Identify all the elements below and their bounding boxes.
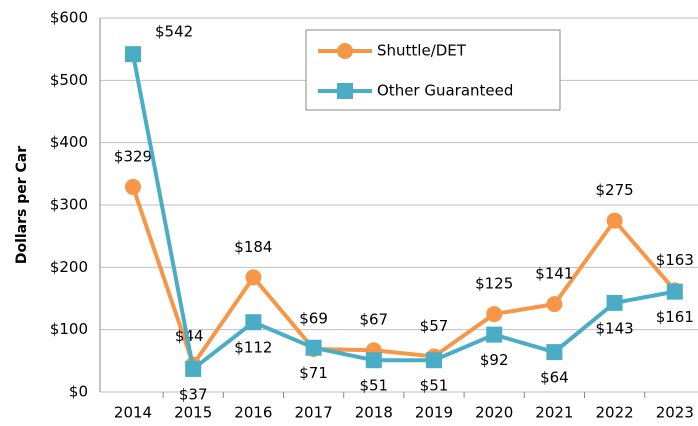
value-label: $57 xyxy=(420,317,449,335)
marker xyxy=(185,360,202,377)
y-tick-label: $500 xyxy=(50,71,88,89)
series-line xyxy=(131,53,676,373)
value-label: $275 xyxy=(596,181,634,199)
value-label: $141 xyxy=(535,265,573,283)
value-label: $69 xyxy=(299,309,328,327)
legend-label: Shuttle/DET xyxy=(377,42,467,60)
legend-marker xyxy=(337,83,353,99)
marker xyxy=(666,283,683,300)
value-label: $112 xyxy=(234,339,272,357)
value-label: $161 xyxy=(656,308,694,326)
marker xyxy=(245,314,262,331)
marker xyxy=(305,339,322,356)
y-tick-label: $100 xyxy=(50,320,88,338)
legend-marker xyxy=(337,43,353,59)
x-tick-label: 2014 xyxy=(114,404,152,422)
marker xyxy=(546,296,563,313)
value-label: $125 xyxy=(475,275,513,293)
value-label: $64 xyxy=(540,369,569,387)
value-label: $44 xyxy=(175,327,204,345)
value-label: $329 xyxy=(114,147,152,165)
x-tick-label: 2020 xyxy=(475,404,513,422)
marker xyxy=(486,326,503,343)
y-tick-label: $600 xyxy=(50,9,88,27)
value-label: $92 xyxy=(480,351,509,369)
y-axis-title: Dollars per Car xyxy=(14,146,30,264)
x-tick-label: 2023 xyxy=(656,404,694,422)
marker xyxy=(125,178,141,195)
legend-label: Other Guaranteed xyxy=(377,82,513,100)
x-tick-label: 2015 xyxy=(174,404,212,422)
marker xyxy=(245,269,262,286)
value-label: $51 xyxy=(359,377,388,395)
value-label: $143 xyxy=(596,319,634,337)
marker xyxy=(365,352,382,369)
marker xyxy=(606,294,623,311)
x-tick-label: 2017 xyxy=(295,404,333,422)
value-label: $163 xyxy=(656,251,694,269)
marker xyxy=(426,352,442,369)
value-label: $51 xyxy=(420,377,449,395)
value-label: $184 xyxy=(234,238,272,256)
value-label: $542 xyxy=(155,23,193,41)
series-line xyxy=(131,186,677,369)
marker xyxy=(606,212,623,229)
x-tick-label: 2022 xyxy=(596,404,634,422)
y-tick-label: $400 xyxy=(50,133,88,151)
x-tick-label: 2016 xyxy=(234,404,272,422)
value-label: $67 xyxy=(359,311,388,329)
marker xyxy=(546,344,563,361)
x-tick-label: 2018 xyxy=(355,404,393,422)
value-label: $71 xyxy=(299,364,328,382)
x-tick-label: 2019 xyxy=(415,404,453,422)
y-tick-label: $200 xyxy=(50,258,88,276)
y-tick-label: $0 xyxy=(69,383,88,401)
marker xyxy=(486,306,503,323)
value-label: $37 xyxy=(179,385,208,403)
y-tick-label: $300 xyxy=(50,196,88,214)
x-tick-label: 2021 xyxy=(535,404,573,422)
marker xyxy=(125,46,141,63)
